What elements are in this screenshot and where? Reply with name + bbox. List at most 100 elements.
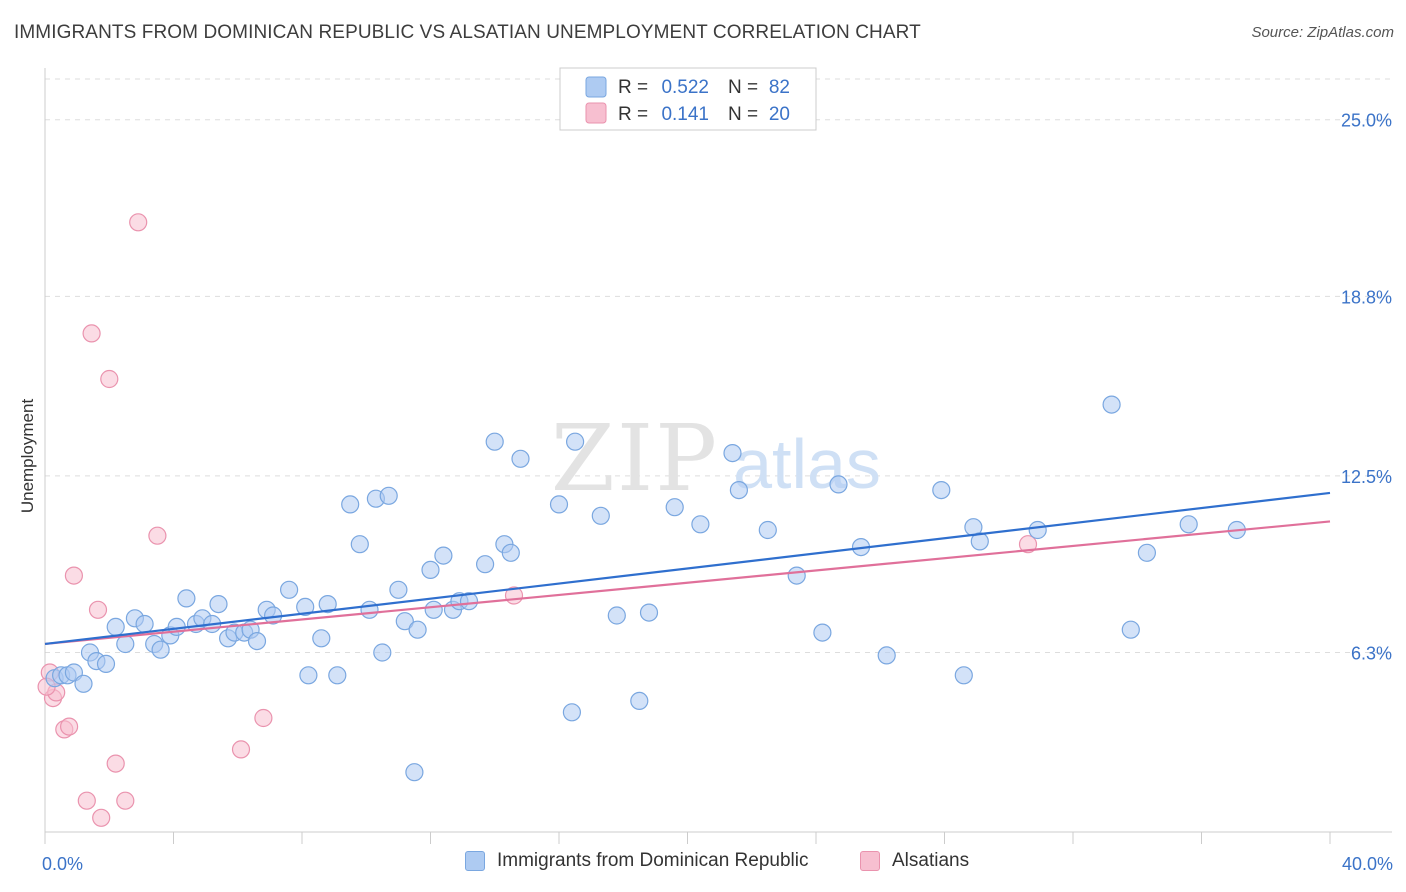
data-point xyxy=(485,432,504,451)
data-point xyxy=(501,543,520,562)
data-point xyxy=(328,666,347,685)
data-point xyxy=(829,475,848,494)
y-tick-label: 6.3% xyxy=(1351,644,1392,664)
legend-box: R = 0.522 N = 82 R = 0.141 N = 20 xyxy=(559,67,817,131)
data-point xyxy=(954,666,973,685)
data-point xyxy=(639,603,659,622)
data-point xyxy=(299,666,318,685)
data-point xyxy=(787,566,806,585)
data-point xyxy=(116,634,135,654)
data-point xyxy=(459,592,479,611)
chart-title: IMMIGRANTS FROM DOMINICAN REPUBLIC VS AL… xyxy=(14,22,921,43)
data-point xyxy=(729,481,749,500)
data-point xyxy=(421,560,440,580)
data-point xyxy=(405,763,424,782)
data-point xyxy=(813,623,832,642)
data-point xyxy=(691,515,710,534)
watermark: ZIP atlas xyxy=(551,405,881,512)
trend-line-alsatians xyxy=(44,520,1331,646)
x-tick-label: 40.0% xyxy=(1342,854,1393,874)
data-point xyxy=(59,717,79,736)
legend-n-value: 82 xyxy=(769,77,790,98)
legend-r-label: R = xyxy=(618,77,648,98)
bottom-legend-label: Immigrants from Dominican Republic xyxy=(497,850,809,871)
data-point xyxy=(135,614,154,634)
data-point xyxy=(1102,395,1121,414)
watermark-zip: ZIP xyxy=(551,405,719,512)
data-point xyxy=(296,597,315,617)
legend-swatch-pink xyxy=(860,851,880,871)
data-point xyxy=(247,631,267,651)
data-point xyxy=(360,600,379,619)
data-point xyxy=(280,580,299,599)
gridlines xyxy=(45,78,1392,654)
y-tick-label: 25.0% xyxy=(1341,111,1392,131)
data-point xyxy=(389,580,408,599)
data-point xyxy=(318,594,337,614)
data-point xyxy=(424,600,443,619)
bottom-legend-item-dominican: Immigrants from Dominican Republic xyxy=(465,850,809,872)
data-point xyxy=(591,506,610,525)
data-point xyxy=(511,449,530,468)
data-point xyxy=(100,369,119,389)
y-tick-label: 18.8% xyxy=(1341,287,1392,307)
data-point xyxy=(74,674,93,693)
legend-swatch-pink xyxy=(585,102,607,124)
data-point xyxy=(607,606,626,625)
data-point xyxy=(106,617,125,637)
data-point xyxy=(64,566,84,585)
data-point xyxy=(562,703,582,722)
data-point xyxy=(177,589,196,608)
data-point xyxy=(379,486,398,505)
data-point xyxy=(723,444,742,463)
data-point xyxy=(665,498,684,517)
bottom-legend: Immigrants from Dominican Republic Alsat… xyxy=(0,850,1406,878)
data-point xyxy=(82,324,101,343)
data-point xyxy=(116,791,135,810)
data-point xyxy=(231,740,251,759)
bottom-legend-item-alsatians: Alsatians xyxy=(860,850,969,872)
legend-n-label: N = xyxy=(728,104,758,125)
data-point xyxy=(434,546,453,565)
data-point xyxy=(254,708,273,728)
data-point xyxy=(106,754,125,773)
tick-labels: 6.3% 12.5% 18.8% 25.0% 0.0% 40.0% xyxy=(42,111,1393,874)
y-tick-label: 12.5% xyxy=(1341,467,1392,487)
data-point xyxy=(565,432,585,451)
data-point xyxy=(77,791,96,810)
legend-r-label: R = xyxy=(618,104,648,125)
legend-r-value: 0.141 xyxy=(661,104,709,125)
data-point xyxy=(96,654,116,674)
series-dominican xyxy=(45,395,1246,782)
data-point xyxy=(92,808,111,827)
data-point xyxy=(932,481,951,500)
legend-swatch-blue xyxy=(465,851,485,871)
data-point xyxy=(1137,543,1157,562)
data-point xyxy=(312,629,331,648)
data-point xyxy=(88,600,108,619)
legend-n-value: 20 xyxy=(769,104,790,125)
data-point xyxy=(148,526,167,545)
data-point xyxy=(209,594,228,614)
data-point xyxy=(970,532,989,551)
legend-n-label: N = xyxy=(728,77,758,98)
data-point xyxy=(129,213,148,232)
trend-line-dominican xyxy=(44,491,1331,646)
axes xyxy=(44,68,1392,844)
x-tick-label: 0.0% xyxy=(42,854,83,874)
data-point xyxy=(1018,535,1038,554)
data-point xyxy=(408,620,427,639)
data-point xyxy=(549,495,569,514)
source-credit: Source: ZipAtlas.com xyxy=(1251,24,1394,41)
data-point xyxy=(476,555,495,574)
legend-r-value: 0.522 xyxy=(661,77,709,98)
data-point xyxy=(341,495,360,514)
data-point xyxy=(373,643,392,662)
data-point xyxy=(1179,515,1198,534)
data-point xyxy=(877,646,896,665)
data-point xyxy=(630,691,649,711)
data-point xyxy=(1028,520,1047,540)
watermark-atlas: atlas xyxy=(733,425,881,503)
data-point xyxy=(350,535,369,554)
